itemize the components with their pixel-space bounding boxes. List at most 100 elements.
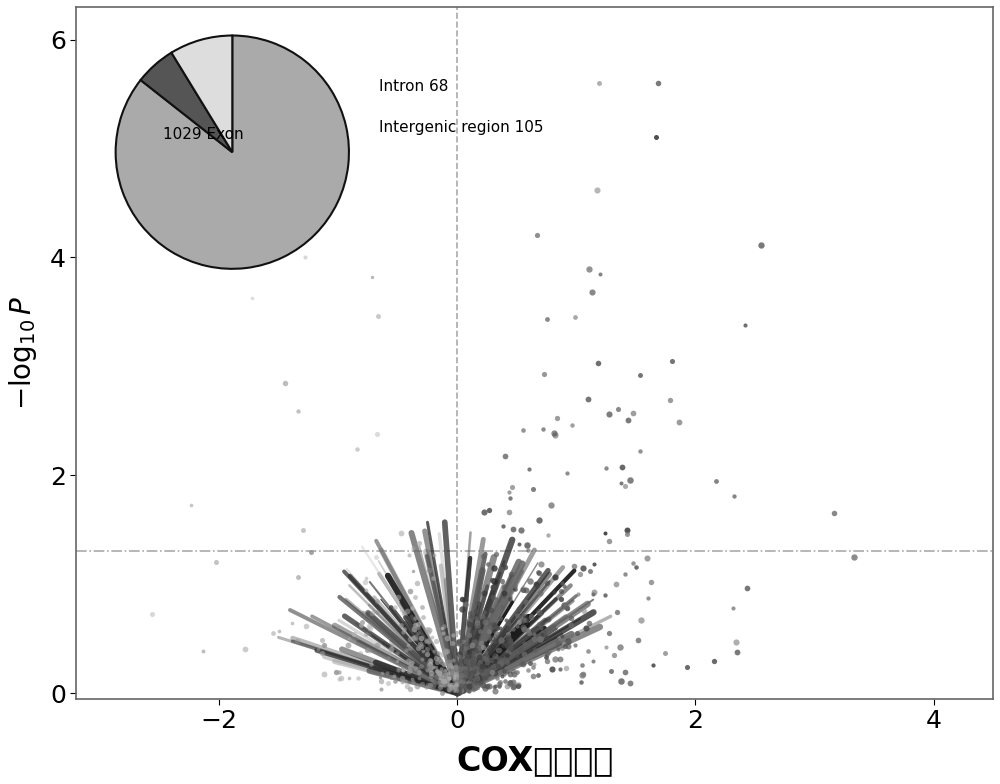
Point — [439, 677, 455, 690]
Point — [640, 591, 656, 604]
Point — [465, 677, 481, 690]
Point — [434, 677, 450, 690]
Point — [451, 650, 467, 662]
Point — [277, 376, 293, 389]
Point — [310, 643, 326, 655]
Point — [478, 651, 494, 663]
Point — [466, 673, 482, 685]
Point — [451, 635, 467, 648]
Point — [389, 655, 405, 668]
Point — [454, 661, 470, 673]
Point — [540, 613, 556, 626]
Point — [671, 416, 687, 428]
Point — [532, 633, 548, 645]
Point — [499, 655, 515, 668]
Point — [471, 671, 487, 684]
Point — [445, 637, 461, 649]
Point — [415, 644, 431, 657]
Point — [486, 575, 502, 587]
Point — [479, 680, 495, 692]
Point — [500, 617, 516, 630]
Point — [630, 633, 646, 646]
Point — [526, 627, 542, 640]
Point — [409, 576, 425, 589]
Point — [451, 664, 467, 677]
Point — [559, 467, 575, 480]
Point — [461, 678, 477, 691]
Point — [456, 652, 472, 665]
Point — [522, 657, 538, 670]
Point — [414, 652, 430, 665]
Point — [369, 427, 385, 440]
Point — [515, 583, 531, 596]
Point — [547, 429, 563, 441]
Point — [544, 662, 560, 675]
Point — [331, 666, 347, 678]
Point — [526, 657, 542, 670]
Point — [363, 601, 379, 613]
Text: Intron 68: Intron 68 — [379, 79, 448, 94]
Point — [505, 523, 521, 535]
Point — [846, 550, 862, 563]
Point — [518, 584, 534, 597]
Point — [506, 667, 522, 680]
Point — [440, 675, 456, 688]
Point — [316, 639, 332, 652]
Point — [480, 631, 496, 644]
Point — [478, 646, 494, 659]
Point — [507, 583, 523, 596]
Point — [598, 641, 614, 653]
Point — [458, 679, 474, 691]
Point — [460, 676, 476, 688]
Point — [472, 665, 488, 677]
Point — [448, 679, 464, 691]
Point — [614, 461, 630, 474]
Point — [484, 665, 500, 677]
Point — [511, 603, 527, 615]
Point — [297, 251, 313, 263]
Point — [444, 666, 460, 678]
Point — [466, 636, 482, 648]
Point — [405, 675, 421, 688]
Point — [447, 681, 463, 694]
Point — [488, 548, 504, 561]
Point — [483, 635, 499, 648]
Point — [498, 614, 514, 626]
Point — [461, 671, 477, 684]
Point — [531, 606, 547, 619]
Point — [460, 648, 476, 661]
Point — [448, 675, 464, 688]
Point — [563, 612, 579, 624]
Point — [509, 608, 525, 621]
Point — [341, 672, 357, 684]
Point — [431, 667, 447, 680]
Point — [481, 680, 497, 692]
Point — [601, 535, 617, 548]
Point — [573, 676, 589, 688]
Point — [397, 675, 413, 688]
Point — [415, 611, 431, 623]
Point — [394, 675, 410, 688]
Point — [295, 523, 311, 535]
Point — [601, 626, 617, 639]
Point — [598, 462, 614, 474]
Point — [471, 651, 487, 663]
Point — [380, 652, 396, 665]
Point — [585, 655, 601, 668]
Point — [459, 652, 475, 664]
Point — [384, 639, 400, 652]
Point — [390, 662, 406, 674]
Point — [536, 367, 552, 379]
Point — [574, 669, 590, 681]
Point — [500, 627, 516, 640]
Point — [494, 670, 510, 682]
Point — [503, 637, 519, 649]
Point — [492, 612, 508, 624]
Point — [510, 609, 526, 622]
Point — [515, 423, 531, 436]
Point — [461, 641, 477, 653]
Point — [557, 598, 573, 611]
Point — [433, 654, 449, 666]
Point — [485, 581, 501, 593]
Point — [492, 657, 508, 670]
